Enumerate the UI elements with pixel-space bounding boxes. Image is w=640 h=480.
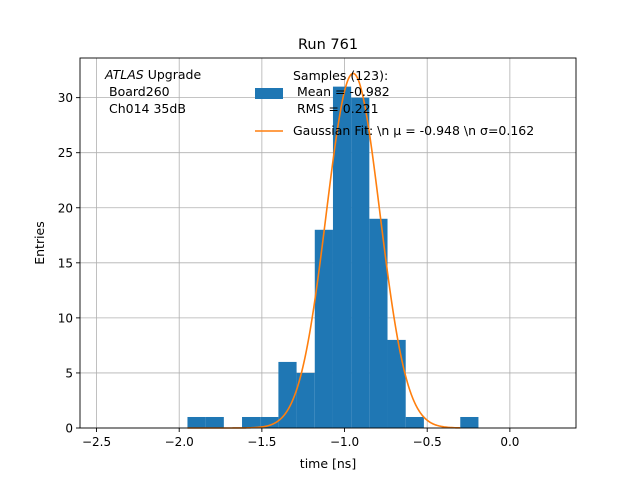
x-tick-label: 0.0 <box>500 435 519 449</box>
legend: Samples (123): Mean = -0.982 RMS = 0.221… <box>255 68 534 138</box>
y-tick-label: 25 <box>58 146 73 160</box>
histogram-bar <box>242 416 261 428</box>
legend-histogram-line-1: Samples (123): <box>293 68 388 83</box>
legend-fit-label: Gaussian Fit: \n μ = -0.948 \n σ=0.162 <box>293 123 534 138</box>
legend-histogram-swatch <box>255 88 283 99</box>
y-axis-label: Entries <box>32 221 47 265</box>
chart-title: Run 761 <box>298 37 358 53</box>
histogram-bar <box>369 218 388 428</box>
histogram-bar <box>205 416 224 428</box>
x-tick-label: −2.5 <box>82 435 111 449</box>
histogram-bar <box>460 416 479 428</box>
plot-frame <box>79 57 577 429</box>
x-axis-label: time [ns] <box>300 456 356 471</box>
x-tick-label: −2.0 <box>165 435 194 449</box>
x-axis-ticks: −2.5 −2.0 −1.5 −1.0 −0.5 0.0 <box>82 428 519 449</box>
annotation-atlas: ATLAS <box>104 67 144 82</box>
legend-histogram-line-3: RMS = 0.221 <box>293 101 379 116</box>
y-tick-label: 5 <box>65 366 73 380</box>
annotation-line-3: Ch014 35dB <box>109 101 186 116</box>
annotation-upgrade: Upgrade <box>144 67 202 82</box>
histogram-bar <box>296 372 315 428</box>
histogram-bar <box>387 339 406 428</box>
x-tick-label: −0.5 <box>413 435 442 449</box>
x-tick-label: −1.5 <box>247 435 276 449</box>
histogram-bar <box>405 416 424 428</box>
histogram-bar <box>332 86 352 428</box>
histogram-bar <box>351 97 370 429</box>
y-tick-label: 30 <box>58 91 73 105</box>
annotation-line-2: Board260 <box>109 84 170 99</box>
histogram-bars <box>187 86 479 429</box>
histogram-bar <box>314 229 333 428</box>
y-tick-label: 15 <box>58 256 73 270</box>
y-tick-label: 10 <box>58 311 73 325</box>
y-axis-ticks: 0 5 10 15 20 25 30 <box>58 91 80 436</box>
y-tick-label: 20 <box>58 201 73 215</box>
annotation-line-1: ATLAS Upgrade <box>104 67 201 82</box>
atlas-annotation: ATLAS Upgrade Board260 Ch014 35dB <box>104 67 201 116</box>
histogram-bar <box>187 416 206 428</box>
histogram-bar <box>260 416 279 428</box>
legend-histogram-line-2: Mean = -0.982 <box>293 84 390 99</box>
x-tick-label: −1.0 <box>330 435 359 449</box>
y-tick-label: 0 <box>65 422 73 436</box>
histogram-bar <box>278 361 297 428</box>
